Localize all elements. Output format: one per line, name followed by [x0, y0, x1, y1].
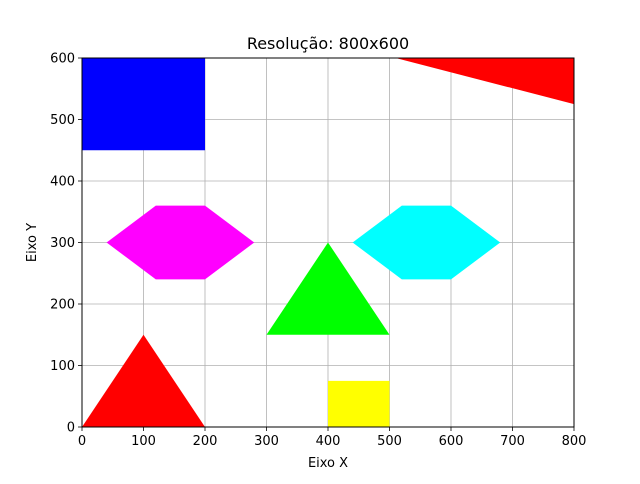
magenta-hexagon — [106, 205, 255, 280]
x-tick-label: 500 — [377, 434, 402, 449]
y-tick-label: 600 — [50, 52, 75, 67]
x-tick-label: 0 — [78, 434, 86, 449]
y-tick-label: 500 — [50, 113, 75, 128]
x-tick-label: 800 — [562, 434, 587, 449]
y-tick-label: 0 — [67, 421, 75, 436]
x-tick-label: 200 — [193, 434, 218, 449]
y-tick-label: 200 — [50, 298, 75, 313]
y-tick-label: 100 — [50, 359, 75, 374]
ticks: 0 100 200 300 400 500 600 700 800 0 100 200 300 400 50… — [50, 52, 586, 450]
x-tick-label: 400 — [316, 434, 341, 449]
cyan-hexagon — [352, 205, 501, 280]
chart-title: Resolução: 800x600 — [247, 34, 409, 53]
red-top-triangle — [395, 58, 574, 105]
x-tick-label: 100 — [131, 434, 156, 449]
green-triangle — [266, 242, 390, 335]
x-tick-label: 700 — [500, 434, 525, 449]
red-bottom-triangle — [82, 334, 205, 427]
y-axis-label: Eixo Y — [25, 223, 40, 262]
x-tick-label: 600 — [439, 434, 464, 449]
x-axis-label: Eixo X — [308, 456, 348, 471]
yellow-rectangle — [328, 380, 390, 427]
shapes — [82, 58, 574, 427]
blue-rectangle — [82, 58, 205, 151]
y-tick-label: 300 — [50, 236, 75, 251]
x-tick-label: 300 — [254, 434, 279, 449]
y-tick-label: 400 — [50, 175, 75, 190]
